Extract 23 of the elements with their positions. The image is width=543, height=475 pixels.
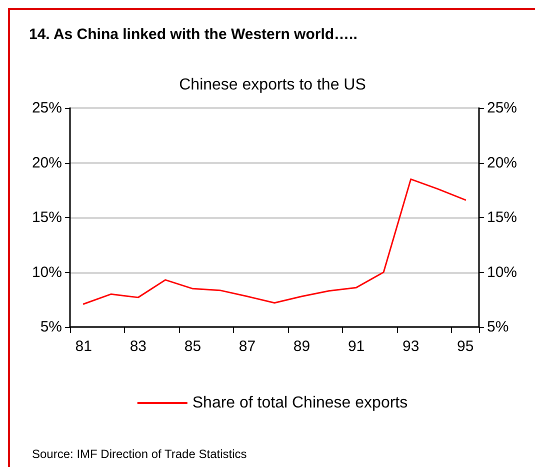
chart-title: 14. As China linked with the Western world….. bbox=[29, 26, 358, 43]
x-tick-label: 87 bbox=[238, 338, 256, 355]
y-tick-label: 5% bbox=[40, 318, 62, 336]
y-tick-label: 20% bbox=[32, 154, 62, 172]
x-tick-label: 83 bbox=[130, 338, 147, 355]
y-tick-label: 10% bbox=[32, 264, 62, 281]
y2-tick-label: 20% bbox=[487, 154, 518, 172]
y-tick-label: 25% bbox=[32, 100, 62, 116]
y2-tick-label: 5% bbox=[487, 318, 509, 336]
line-series bbox=[82, 178, 466, 305]
x-tick-label: 95 bbox=[457, 338, 474, 355]
x-tick-label: 93 bbox=[402, 338, 420, 355]
x-tick-label: 85 bbox=[184, 338, 202, 355]
x-tick-label: 81 bbox=[75, 338, 92, 355]
y2-tick-label: 10% bbox=[487, 264, 518, 281]
y2-tick-label: 15% bbox=[487, 209, 518, 226]
legend-label: Share of total Chinese exports bbox=[192, 394, 408, 412]
y-tick-label: 15% bbox=[32, 209, 62, 226]
x-tick-label: 89 bbox=[293, 338, 310, 355]
x-tick-label: 91 bbox=[348, 338, 365, 355]
chart-subtitle: Chinese exports to the US bbox=[179, 76, 366, 94]
y2-tick-label: 25% bbox=[487, 100, 518, 116]
source-note: Source: IMF Direction of Trade Statistics bbox=[32, 447, 247, 461]
